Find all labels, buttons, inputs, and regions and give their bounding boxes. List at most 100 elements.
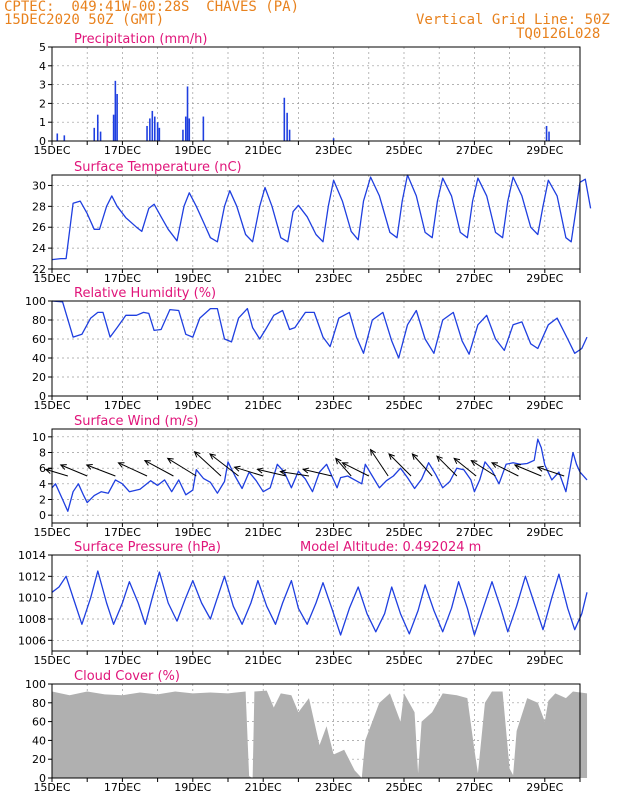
wind-arrow (335, 458, 352, 477)
wind-arrowhead (256, 467, 264, 474)
x-tick-label: 21DEC (245, 399, 282, 412)
x-tick-label: 27DEC (456, 272, 493, 285)
precip-bar (56, 133, 59, 141)
precip-bar (545, 125, 548, 141)
x-tick-label: 15DEC (33, 144, 70, 157)
panel-5: 1006 1008 1010 1012 1014 15DEC 17DEC 19DEC 21DEC… (18, 540, 588, 667)
wind-arrowhead (143, 460, 151, 466)
wind-arrowhead (193, 451, 201, 458)
x-tick-label: 29DEC (526, 526, 563, 539)
precip-bar (283, 97, 286, 141)
wind-arrow (436, 455, 458, 477)
y-tick-label: 0 (39, 772, 46, 785)
x-tick-label: 15DEC (33, 654, 70, 667)
panel-3: 0 20 40 60 80 100 15DEC 17DEC 19DEC 21DEC 23DEC 25D… (25, 286, 588, 412)
x-tick-label: 23DEC (315, 781, 352, 794)
precip-bar (286, 112, 288, 141)
panel-title: Surface Wind (m/s) (74, 414, 198, 429)
precip-bar (186, 86, 189, 141)
x-tick-label: 15DEC (33, 526, 70, 539)
wind-arrow (370, 449, 389, 477)
x-tick-label: 23DEC (315, 399, 352, 412)
panel-frame (51, 554, 581, 652)
y-tick-label: 24 (32, 242, 46, 255)
wind-arrowhead (85, 464, 93, 470)
x-tick-label: 17DEC (104, 272, 141, 285)
x-tick-label: 19DEC (174, 399, 211, 412)
panel-1: 0 1 2 3 4 5 15DEC 17DEC 19DEC 21DEC 23DEC 25DEC 27DE… (33, 32, 581, 157)
precip-bar (288, 129, 291, 141)
x-tick-label: 25DEC (385, 272, 422, 285)
x-tick-label: 29DEC (526, 144, 563, 157)
wind-arrow (342, 462, 370, 477)
y-tick-label: 100 (25, 295, 46, 308)
wind-arrow (280, 471, 310, 477)
y-tick-label: 80 (32, 697, 46, 710)
y-tick-label: 40 (32, 352, 46, 365)
wind-arrow (388, 453, 412, 477)
wind-arrowhead (302, 467, 310, 474)
header-station: CPTEC: 049:41W-00:28S CHAVES (PA) (4, 0, 300, 15)
x-tick-label: 19DEC (174, 526, 211, 539)
x-tick-label: 29DEC (526, 399, 563, 412)
y-tick-label: 5 (39, 41, 46, 54)
wind-arrowhead (44, 467, 52, 474)
wind-arrow (209, 453, 239, 477)
precip-bar (158, 127, 161, 141)
precip-bar (153, 116, 156, 141)
x-tick-label: 15DEC (33, 399, 70, 412)
x-tick-label: 21DEC (245, 526, 282, 539)
wind-arrow (60, 464, 88, 477)
y-tick-label: 80 (32, 314, 46, 327)
wind-arrow (411, 453, 433, 477)
precip-bar (151, 110, 154, 141)
y-tick-label: 20 (32, 371, 46, 384)
x-tick-label: 27DEC (456, 526, 493, 539)
precip-bar (114, 80, 117, 141)
precip-bar (93, 127, 96, 141)
wind-arrow (45, 468, 68, 477)
wind-arrow (537, 466, 565, 477)
wind-arrow (167, 457, 197, 477)
series-line (51, 300, 588, 359)
x-tick-label: 15DEC (33, 781, 70, 794)
header-grid-note: Vertical Grid Line: 50Z (416, 12, 610, 28)
precip-bar (548, 131, 550, 141)
x-tick-label: 19DEC (174, 654, 211, 667)
x-tick-label: 27DEC (456, 654, 493, 667)
precip-bar (116, 94, 118, 141)
y-tick-label: 2 (39, 97, 46, 110)
x-tick-label: 23DEC (315, 144, 352, 157)
x-tick-label: 23DEC (315, 272, 352, 285)
wind-arrow (491, 462, 519, 477)
x-tick-label: 19DEC (174, 144, 211, 157)
wind-arrowhead (490, 462, 499, 468)
panel-title: Cloud Cover (%) (74, 669, 180, 684)
panel-frame (51, 683, 581, 779)
precip-bar (182, 129, 184, 141)
header-model-code: TQ0126L028 (516, 26, 601, 42)
x-tick-label: 27DEC (456, 781, 493, 794)
wind-arrowhead (411, 453, 419, 460)
wind-arrowhead (453, 457, 461, 465)
y-tick-label: 60 (32, 716, 46, 729)
x-tick-label: 19DEC (174, 272, 211, 285)
panel-annotation: Model Altitude: 0.492024 m (300, 540, 481, 555)
x-tick-label: 27DEC (456, 144, 493, 157)
x-tick-label: 25DEC (385, 399, 422, 412)
x-tick-label: 21DEC (245, 781, 282, 794)
precip-bar (156, 122, 159, 141)
y-tick-label: 8 (39, 447, 46, 460)
wind-arrow (194, 451, 222, 477)
x-tick-label: 17DEC (104, 399, 141, 412)
x-tick-label: 21DEC (245, 654, 282, 667)
x-tick-label: 23DEC (315, 654, 352, 667)
wind-arrow (257, 468, 287, 477)
wind-arrow (471, 460, 496, 477)
wind-arrowhead (436, 455, 443, 463)
y-tick-label: 1006 (18, 634, 46, 647)
wind-arrowhead (209, 453, 216, 460)
x-tick-label: 21DEC (245, 272, 282, 285)
y-tick-label: 1008 (18, 613, 46, 626)
precip-bar (146, 125, 148, 141)
